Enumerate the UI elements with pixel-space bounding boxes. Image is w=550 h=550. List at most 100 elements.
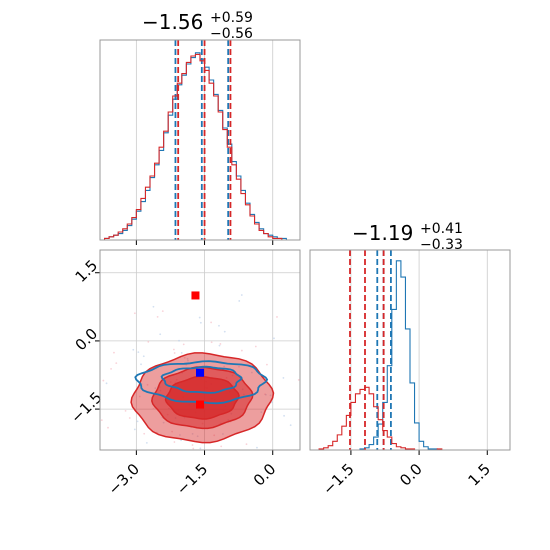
sample-point <box>264 393 267 396</box>
sample-point <box>222 433 224 435</box>
sample-point <box>128 417 131 419</box>
sample-point <box>271 401 273 404</box>
sample-point <box>273 337 275 340</box>
sample-point <box>180 439 183 442</box>
sample-point <box>145 441 148 444</box>
sample-point <box>138 395 141 398</box>
sample-point <box>191 432 194 435</box>
sample-point <box>132 348 135 351</box>
histogram-step-red <box>310 386 510 451</box>
sample-point <box>146 383 149 386</box>
sample-point <box>180 351 183 354</box>
sample-point <box>297 379 300 381</box>
sample-point <box>179 434 181 436</box>
sample-point <box>156 315 159 318</box>
sample-point <box>199 447 202 450</box>
sample-point <box>254 345 257 348</box>
sample-point <box>282 377 285 379</box>
sample-point <box>143 432 146 435</box>
sample-point <box>219 343 222 345</box>
tick-label-x-1: −1.5 <box>173 460 211 498</box>
panel-title-y-sup: +0.41 <box>420 221 463 237</box>
truth-marker-1 <box>196 368 204 377</box>
sample-point <box>256 446 258 449</box>
sample-point <box>238 300 241 302</box>
sample-point <box>173 441 176 443</box>
marginal-histogram-x <box>99 39 301 245</box>
panel-title-x-sup: +0.59 <box>210 10 253 26</box>
panel-title-x-sub: −0.56 <box>210 26 253 42</box>
sample-point <box>218 324 220 327</box>
sample-point <box>276 316 278 318</box>
sample-point <box>283 414 285 417</box>
sample-point <box>269 394 272 397</box>
histogram-step-red <box>103 53 296 241</box>
sample-point <box>172 348 175 351</box>
panel-title-x-main: −1.56 <box>142 10 203 34</box>
sample-point <box>260 411 263 414</box>
tick-label-x-2: 1.5 <box>464 460 494 490</box>
histogram-step-blue <box>310 260 510 451</box>
panel-title-y-main: −1.19 <box>352 221 413 245</box>
sample-point <box>107 426 109 429</box>
sample-point <box>245 443 248 446</box>
sample-point <box>240 349 243 352</box>
sample-point <box>147 340 150 343</box>
sample-point <box>171 430 173 433</box>
tick-label-y-1: 0.0 <box>72 325 102 355</box>
sample-point <box>196 435 199 438</box>
sample-point <box>105 382 108 385</box>
sample-point <box>102 379 105 382</box>
sample-point <box>191 444 194 446</box>
sample-point <box>161 310 164 313</box>
sample-point <box>137 351 140 354</box>
sample-point <box>220 445 223 448</box>
sample-point <box>140 363 142 366</box>
sample-point <box>240 294 243 296</box>
sample-point <box>152 407 155 410</box>
sample-point <box>133 312 136 315</box>
sample-point <box>251 371 253 374</box>
sample-point <box>136 420 139 423</box>
sample-point <box>238 365 240 368</box>
sample-point <box>154 387 157 390</box>
sample-point <box>142 355 145 358</box>
tick-label-y-0: 1.5 <box>72 256 102 286</box>
truth-marker-2 <box>196 400 204 409</box>
sample-point <box>110 368 112 370</box>
panel-frame-top-left <box>99 39 301 241</box>
tick-label-x-0: −3.0 <box>105 460 143 498</box>
sample-point <box>223 365 226 368</box>
sample-point <box>186 357 189 360</box>
sample-point <box>100 419 103 422</box>
sample-point <box>289 424 292 427</box>
sample-point <box>113 351 115 354</box>
sample-point <box>198 316 201 319</box>
tick-label-x-2: 0.0 <box>250 460 280 490</box>
sample-point <box>199 321 202 324</box>
sample-point <box>115 362 118 365</box>
red-contour-inner <box>164 375 240 420</box>
histogram-step-blue <box>103 52 296 241</box>
sample-point <box>124 409 127 412</box>
sample-point <box>210 321 213 324</box>
sample-point <box>173 352 176 354</box>
truth-marker-0 <box>191 291 200 300</box>
sample-point <box>210 341 213 344</box>
sample-point <box>162 421 165 424</box>
sample-point <box>183 356 186 359</box>
sample-point <box>187 359 189 362</box>
sample-point <box>182 343 185 346</box>
sample-point <box>133 428 136 431</box>
blue-contour-1 <box>160 365 243 394</box>
panel-title-y-sub: −0.33 <box>420 237 463 253</box>
sample-point <box>178 339 180 342</box>
sample-point <box>266 363 268 366</box>
blue-contour-0 <box>134 360 269 405</box>
sample-point <box>159 333 162 336</box>
sample-point <box>192 447 195 450</box>
panel-frame-bottom-left <box>99 249 301 451</box>
tick-label-x-0: −1.5 <box>319 460 357 498</box>
marginal-histogram-y: −1.5 0.0 1.5 <box>309 249 511 499</box>
